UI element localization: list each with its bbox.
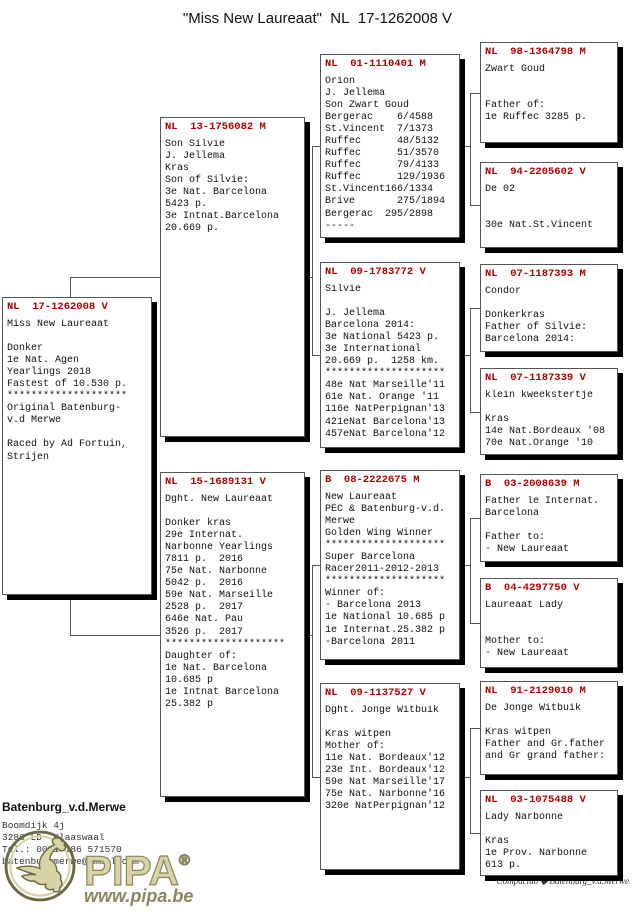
svg-text:www.pipa.be: www.pipa.be	[84, 886, 193, 906]
